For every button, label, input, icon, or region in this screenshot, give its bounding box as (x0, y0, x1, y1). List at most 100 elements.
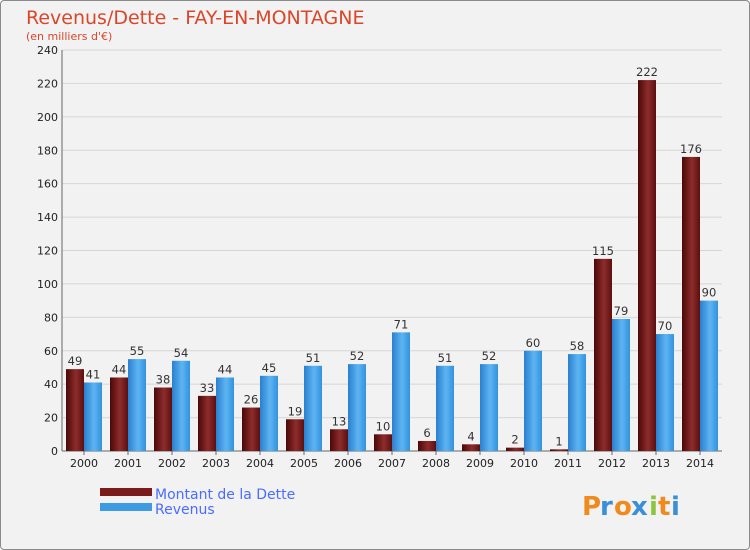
bar-dette (418, 440, 436, 451)
legend-swatch-debt (100, 488, 152, 496)
data-label-dette: 2 (511, 433, 518, 447)
data-label-revenus: 58 (570, 339, 585, 353)
bar-dette (462, 444, 480, 451)
y-tick-label: 140 (37, 211, 58, 224)
data-label-dette: 38 (156, 373, 171, 387)
x-tick-label: 2005 (290, 457, 318, 470)
x-axis: 2000 2001 2002 2003 2004 2005 2006 2007 2008 2009… (70, 451, 714, 470)
data-label-revenus: 52 (350, 349, 365, 363)
legend: Montant de la Dette Revenus (100, 487, 295, 518)
data-label-dette: 4 (467, 429, 474, 443)
data-label-revenus: 44 (218, 362, 233, 376)
logo-letter-3: x (631, 492, 648, 522)
bar-dette (242, 407, 260, 451)
data-label-revenus: 45 (262, 361, 277, 375)
bar-revenus (304, 365, 322, 451)
data-label-revenus: 79 (614, 304, 629, 318)
data-label-dette: 13 (332, 414, 347, 428)
bar-dette (506, 447, 524, 451)
bar-revenus (656, 334, 674, 451)
data-label-revenus: 71 (394, 317, 409, 331)
x-tick-label: 2002 (158, 457, 186, 470)
data-label-dette: 115 (592, 244, 614, 258)
data-label-dette: 222 (636, 65, 658, 79)
x-tick-label: 2001 (114, 457, 142, 470)
bar-dette (594, 258, 612, 451)
bar-dette (330, 429, 348, 451)
x-tick-label: 2011 (554, 457, 582, 470)
bar-revenus (524, 350, 542, 451)
y-tick-label: 80 (44, 311, 58, 324)
data-label-dette: 176 (680, 142, 702, 156)
bar-revenus (128, 359, 146, 451)
x-tick-label: 2012 (598, 457, 626, 470)
data-label-dette: 10 (376, 419, 391, 433)
bar-revenus (612, 319, 630, 451)
data-label-dette: 26 (244, 393, 259, 407)
bar-revenus (480, 364, 498, 451)
y-tick-label: 100 (37, 278, 58, 291)
logo-letter-4: i (649, 492, 658, 522)
y-tick-label: 0 (51, 445, 58, 458)
legend-label-debt: Montant de la Dette (155, 487, 295, 503)
bar-dette (638, 80, 656, 451)
x-tick-label: 2000 (70, 457, 98, 470)
proxiti-logo: P r o x i t i (582, 492, 680, 522)
data-label-revenus: 51 (438, 351, 453, 365)
bar-revenus (348, 364, 366, 451)
x-tick-label: 2003 (202, 457, 230, 470)
logo-letter-0: P (582, 492, 601, 522)
logo-letter-2: o (614, 492, 632, 522)
legend-swatch-revenus (100, 503, 152, 511)
y-tick-label: 240 (37, 44, 58, 57)
y-tick-label: 120 (37, 245, 58, 258)
data-label-revenus: 54 (174, 346, 189, 360)
x-tick-label: 2004 (246, 457, 274, 470)
bar-dette (550, 449, 568, 451)
logo-letter-1: r (600, 492, 613, 522)
y-tick-label: 180 (37, 144, 58, 157)
bar-revenus (700, 300, 718, 451)
y-tick-label: 60 (44, 345, 58, 358)
bar-revenus (216, 377, 234, 451)
data-label-revenus: 55 (130, 344, 145, 358)
bar-dette (198, 395, 216, 451)
y-tick-label: 20 (44, 412, 58, 425)
logo-letter-5: t (658, 492, 670, 522)
x-tick-label: 2010 (510, 457, 538, 470)
x-tick-label: 2009 (466, 457, 494, 470)
x-tick-label: 2014 (686, 457, 714, 470)
bar-revenus (436, 365, 454, 451)
data-label-dette: 49 (68, 354, 83, 368)
x-tick-label: 2007 (378, 457, 406, 470)
data-label-revenus: 90 (702, 286, 717, 300)
data-label-dette: 44 (112, 362, 127, 376)
legend-label-revenus: Revenus (155, 502, 215, 518)
data-label-revenus: 60 (526, 336, 541, 350)
bar-revenus (172, 360, 190, 451)
bar-revenus (392, 332, 410, 451)
bar-revenus (260, 375, 278, 451)
x-tick-label: 2013 (642, 457, 670, 470)
data-label-revenus: 52 (482, 349, 497, 363)
logo-letter-6: i (671, 492, 680, 522)
data-label-revenus: 70 (658, 319, 673, 333)
data-label-revenus: 41 (86, 367, 101, 381)
bar-dette (374, 434, 392, 451)
chart-title: Revenus/Dette - FAY-EN-MONTAGNE (26, 7, 364, 29)
y-tick-label: 200 (37, 111, 58, 124)
data-label-dette: 6 (423, 426, 430, 440)
data-label-dette: 1 (555, 434, 562, 448)
x-tick-label: 2008 (422, 457, 450, 470)
x-tick-label: 2006 (334, 457, 362, 470)
chart-subtitle: (en milliers d'€) (26, 30, 112, 43)
bar-revenus (568, 354, 586, 451)
bar-dette (682, 156, 700, 451)
bar-revenus (84, 382, 102, 451)
bar-dette (66, 369, 84, 451)
data-label-revenus: 51 (306, 351, 321, 365)
y-tick-label: 40 (44, 378, 58, 391)
